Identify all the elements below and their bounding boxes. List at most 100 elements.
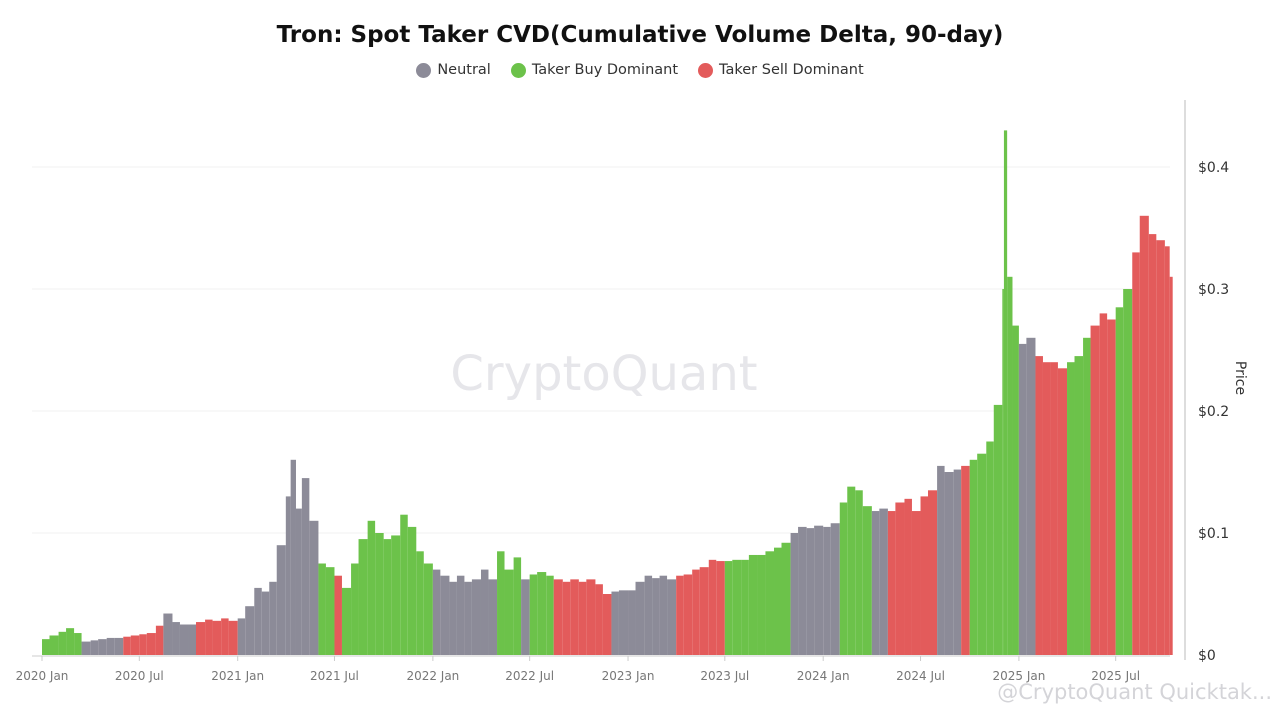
price-bar (814, 525, 824, 655)
price-bar (659, 575, 668, 655)
x-tick-label: 2021 Jan (211, 669, 264, 683)
price-bar (309, 520, 319, 655)
price-bar (375, 533, 384, 655)
legend-item-sell[interactable]: Taker Sell Dominant (698, 62, 864, 78)
price-bar (301, 478, 310, 655)
price-bar (839, 502, 848, 655)
price-bar (295, 508, 302, 655)
price-bar (155, 625, 164, 655)
price-bar (188, 624, 196, 655)
price-bar (269, 581, 277, 655)
price-bar (961, 465, 970, 655)
price-bar (969, 459, 978, 655)
price-bar (724, 561, 733, 655)
x-tick-label: 2020 Jul (115, 669, 164, 683)
x-tick-label: 2024 Jul (896, 669, 945, 683)
x-tick-label: 2023 Jan (602, 669, 655, 683)
price-bar (163, 613, 173, 655)
price-bar (123, 636, 131, 655)
price-bar (416, 551, 424, 655)
price-bar (553, 579, 563, 655)
price-bar (285, 496, 291, 655)
y-tick-label: $0.1 (1198, 526, 1229, 542)
price-bar (699, 567, 709, 655)
price-bar (228, 620, 238, 655)
legend-item-buy[interactable]: Taker Buy Dominant (510, 62, 679, 78)
price-bar (81, 641, 91, 655)
x-tick-label: 2021 Jul (310, 669, 359, 683)
price-bar (529, 574, 538, 655)
price-bar (139, 634, 147, 655)
price-bar (334, 575, 342, 655)
price-bar (1057, 368, 1068, 655)
legend-swatch-sell (698, 62, 714, 78)
price-bar (1123, 289, 1133, 655)
price-bar (595, 584, 603, 655)
price-bar (920, 496, 929, 655)
price-bar (98, 639, 107, 655)
price-bar (212, 620, 222, 655)
price-bar (130, 635, 140, 655)
legend-label: Taker Buy Dominant (531, 62, 679, 78)
price-bar (1139, 215, 1149, 656)
legend-swatch-buy (510, 62, 526, 78)
price-bar (570, 579, 579, 655)
price-bar (521, 579, 530, 655)
x-tick-label: 2025 Jul (1091, 669, 1140, 683)
price-bar (513, 557, 522, 655)
x-tick-label: 2023 Jul (700, 669, 749, 683)
price-bar (351, 563, 359, 655)
price-bar (480, 569, 489, 655)
price-bar (887, 511, 896, 655)
price-bar (635, 581, 645, 655)
price-bar (1012, 325, 1019, 655)
price-bar (911, 511, 921, 655)
price-bar (195, 622, 206, 655)
price-bar (862, 506, 872, 655)
price-bar (245, 606, 255, 655)
price-bar (716, 561, 725, 655)
price-bar (937, 465, 945, 655)
x-tick-label: 2025 Jan (992, 669, 1045, 683)
price-bar (488, 579, 498, 655)
price-bar (1099, 313, 1108, 655)
price-bar (456, 575, 465, 655)
price-bar (928, 490, 938, 655)
price-bar (1003, 130, 1008, 655)
price-bar (847, 486, 856, 655)
price-bar (1090, 325, 1100, 655)
price-bar (748, 554, 758, 655)
price-bar (325, 567, 335, 655)
y-axis-label: Price (1232, 361, 1248, 395)
price-bar (66, 628, 75, 655)
price-bar (879, 508, 888, 655)
legend-item-neutral[interactable]: Neutral (416, 62, 491, 78)
price-bar (732, 559, 742, 655)
price-bar (464, 581, 472, 655)
price-bar (290, 459, 296, 655)
price-bar (1026, 337, 1036, 655)
price-bar (618, 590, 629, 655)
legend: Neutral Taker Buy Dominant Taker Sell Do… (0, 62, 1280, 78)
price-bar (904, 498, 912, 655)
price-bar (1035, 356, 1043, 655)
price-bar (578, 581, 587, 655)
price-bar (237, 618, 246, 655)
price-bar (276, 545, 286, 655)
price-bar (683, 574, 693, 655)
price-bar (221, 618, 229, 655)
price-bar (1083, 337, 1091, 655)
price-bar (106, 637, 115, 655)
price-bar (741, 559, 749, 655)
price-bar (855, 490, 863, 655)
price-bar (49, 635, 59, 655)
price-bar (708, 559, 717, 655)
price-bar (774, 547, 782, 655)
y-tick-label: $0.3 (1198, 282, 1229, 298)
price-bar (676, 575, 684, 655)
price-bar (400, 514, 408, 655)
price-bar (986, 441, 994, 655)
price-bar (628, 590, 636, 655)
price-bar (602, 594, 612, 655)
